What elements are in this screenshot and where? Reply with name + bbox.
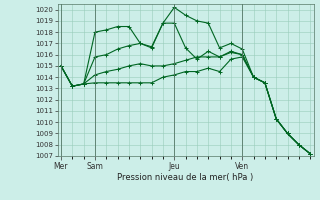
X-axis label: Pression niveau de la mer( hPa ): Pression niveau de la mer( hPa ): [117, 173, 254, 182]
